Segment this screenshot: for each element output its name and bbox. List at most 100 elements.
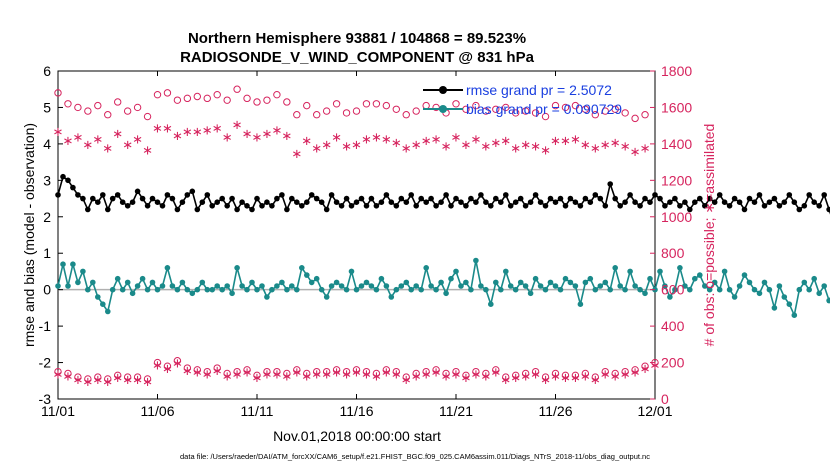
bias-point xyxy=(498,286,504,293)
obs-possible-point xyxy=(342,367,351,376)
obs-assimilated-point: ∗ xyxy=(261,127,272,142)
obs-assimilated-point: ∗ xyxy=(530,140,541,155)
x-axis-ticks: 11/01 11/06 11/11 11/16 11/21 11/26 12/01 xyxy=(41,71,673,419)
obs-possible-point xyxy=(531,109,540,117)
bias-point xyxy=(383,283,390,289)
bias-point xyxy=(572,283,579,289)
rmse-point xyxy=(358,195,365,202)
bias-point xyxy=(234,265,240,271)
bias-point xyxy=(726,286,733,293)
rmse-point xyxy=(249,206,255,213)
obs-assimilated-point: ∗ xyxy=(560,371,571,386)
obs-assimilated-point: ∗ xyxy=(401,373,412,388)
bias-point xyxy=(746,279,753,286)
obs-possible-point xyxy=(94,101,102,110)
rmse-point xyxy=(761,203,768,209)
obs-possible-point xyxy=(641,362,649,370)
bias-point xyxy=(488,301,494,308)
obs-assimilated-point: ∗ xyxy=(470,367,481,382)
rmse-point xyxy=(184,192,191,198)
bias-point xyxy=(567,279,574,286)
bias-point xyxy=(75,279,81,286)
rmse-point xyxy=(363,203,370,209)
rmse-point xyxy=(721,199,728,205)
y-axis-left-ticks: -3 -2 -1 0 1 2 3 4 5 6 xyxy=(39,63,63,407)
rmse-point xyxy=(458,199,464,205)
obs-possible-point xyxy=(243,366,251,374)
rmse-point xyxy=(408,192,415,198)
rmse-point xyxy=(100,192,106,198)
rmse-point xyxy=(428,195,434,202)
bias-point xyxy=(318,286,325,293)
x-axis-label: Nov.01,2018 00:00:00 start xyxy=(273,428,441,444)
obs-assimilated-point: ∗ xyxy=(460,138,471,153)
bias-point xyxy=(249,279,255,286)
bias-point xyxy=(557,286,564,293)
obs-possible-point xyxy=(342,109,351,117)
bias-point xyxy=(552,283,559,289)
obs-assimilated-point: ∗ xyxy=(72,131,83,146)
bias-point xyxy=(194,286,201,293)
bias-point xyxy=(304,272,310,278)
x-tick-label: 11/21 xyxy=(439,403,473,419)
rmse-point xyxy=(682,199,688,205)
rmse-point xyxy=(423,199,430,205)
bias-point xyxy=(766,286,773,293)
rmse-point xyxy=(542,203,549,209)
bias-point xyxy=(95,294,101,300)
obs-possible-point xyxy=(581,369,590,378)
obs-possible-point xyxy=(313,111,321,119)
rmse-point xyxy=(393,203,400,209)
obs-assimilated-point: ∗ xyxy=(620,140,631,155)
rmse-point xyxy=(95,199,101,205)
obs-assimilated-point: ∗ xyxy=(480,369,491,384)
rmse-point xyxy=(343,195,350,202)
bias-point xyxy=(269,286,275,293)
rmse-point xyxy=(602,203,609,209)
rmse-point xyxy=(493,195,499,202)
rmse-point xyxy=(294,199,300,205)
bias-point xyxy=(224,283,230,289)
rmse-point xyxy=(766,199,773,205)
bias-point xyxy=(284,286,290,293)
y-axis-right-ticks: 0 200 400 600 800 1000 1200 1400 1600 1800 xyxy=(650,63,692,407)
obs-possible-point xyxy=(432,366,440,374)
bias-point xyxy=(617,283,623,289)
obs-assimilated-point: ∗ xyxy=(321,138,332,153)
y-axis-right-label: # of obs: o=possible; ∗=assimilated xyxy=(701,124,717,347)
obs-assimilated-point: ∗ xyxy=(610,136,621,151)
rmse-point xyxy=(129,199,136,205)
bias-point xyxy=(164,265,171,271)
rmse-point xyxy=(821,192,827,198)
obs-assimilated-point: ∗ xyxy=(570,132,581,147)
obs-possible-point xyxy=(581,105,590,113)
obs-assimilated-point: ∗ xyxy=(172,129,183,144)
rmse-point xyxy=(592,192,599,198)
obs-possible-point xyxy=(422,367,430,376)
rmse-point xyxy=(627,192,633,198)
rmse-point xyxy=(478,192,484,198)
legend-rmse-label: rmse grand pr = 2.5072 xyxy=(466,82,612,98)
bias-point xyxy=(274,283,280,289)
obs-assimilated-point: ∗ xyxy=(212,364,223,379)
obs-assimilated-point: ∗ xyxy=(112,127,123,142)
obs-assimilated-point: ∗ xyxy=(510,371,521,386)
bias-point xyxy=(627,268,633,275)
bias-point xyxy=(577,301,584,308)
obs-assimilated-point: ∗ xyxy=(311,367,322,382)
rmse-point xyxy=(80,195,86,202)
bias-point xyxy=(129,290,136,297)
bias-point xyxy=(791,312,798,319)
obs-possible-point xyxy=(352,107,361,115)
obs-possible-point xyxy=(283,369,291,378)
bias-point xyxy=(70,261,76,268)
obs-possible-point xyxy=(512,109,520,117)
obs-assimilated-point: ∗ xyxy=(421,367,432,382)
bias-point xyxy=(507,283,514,289)
rmse-point xyxy=(75,192,81,198)
bias-point xyxy=(109,286,116,293)
obs-possible-point xyxy=(133,373,142,381)
rmse-point xyxy=(348,203,355,209)
rmse-point xyxy=(711,199,718,205)
obs-assimilated-point: ∗ xyxy=(540,143,551,158)
